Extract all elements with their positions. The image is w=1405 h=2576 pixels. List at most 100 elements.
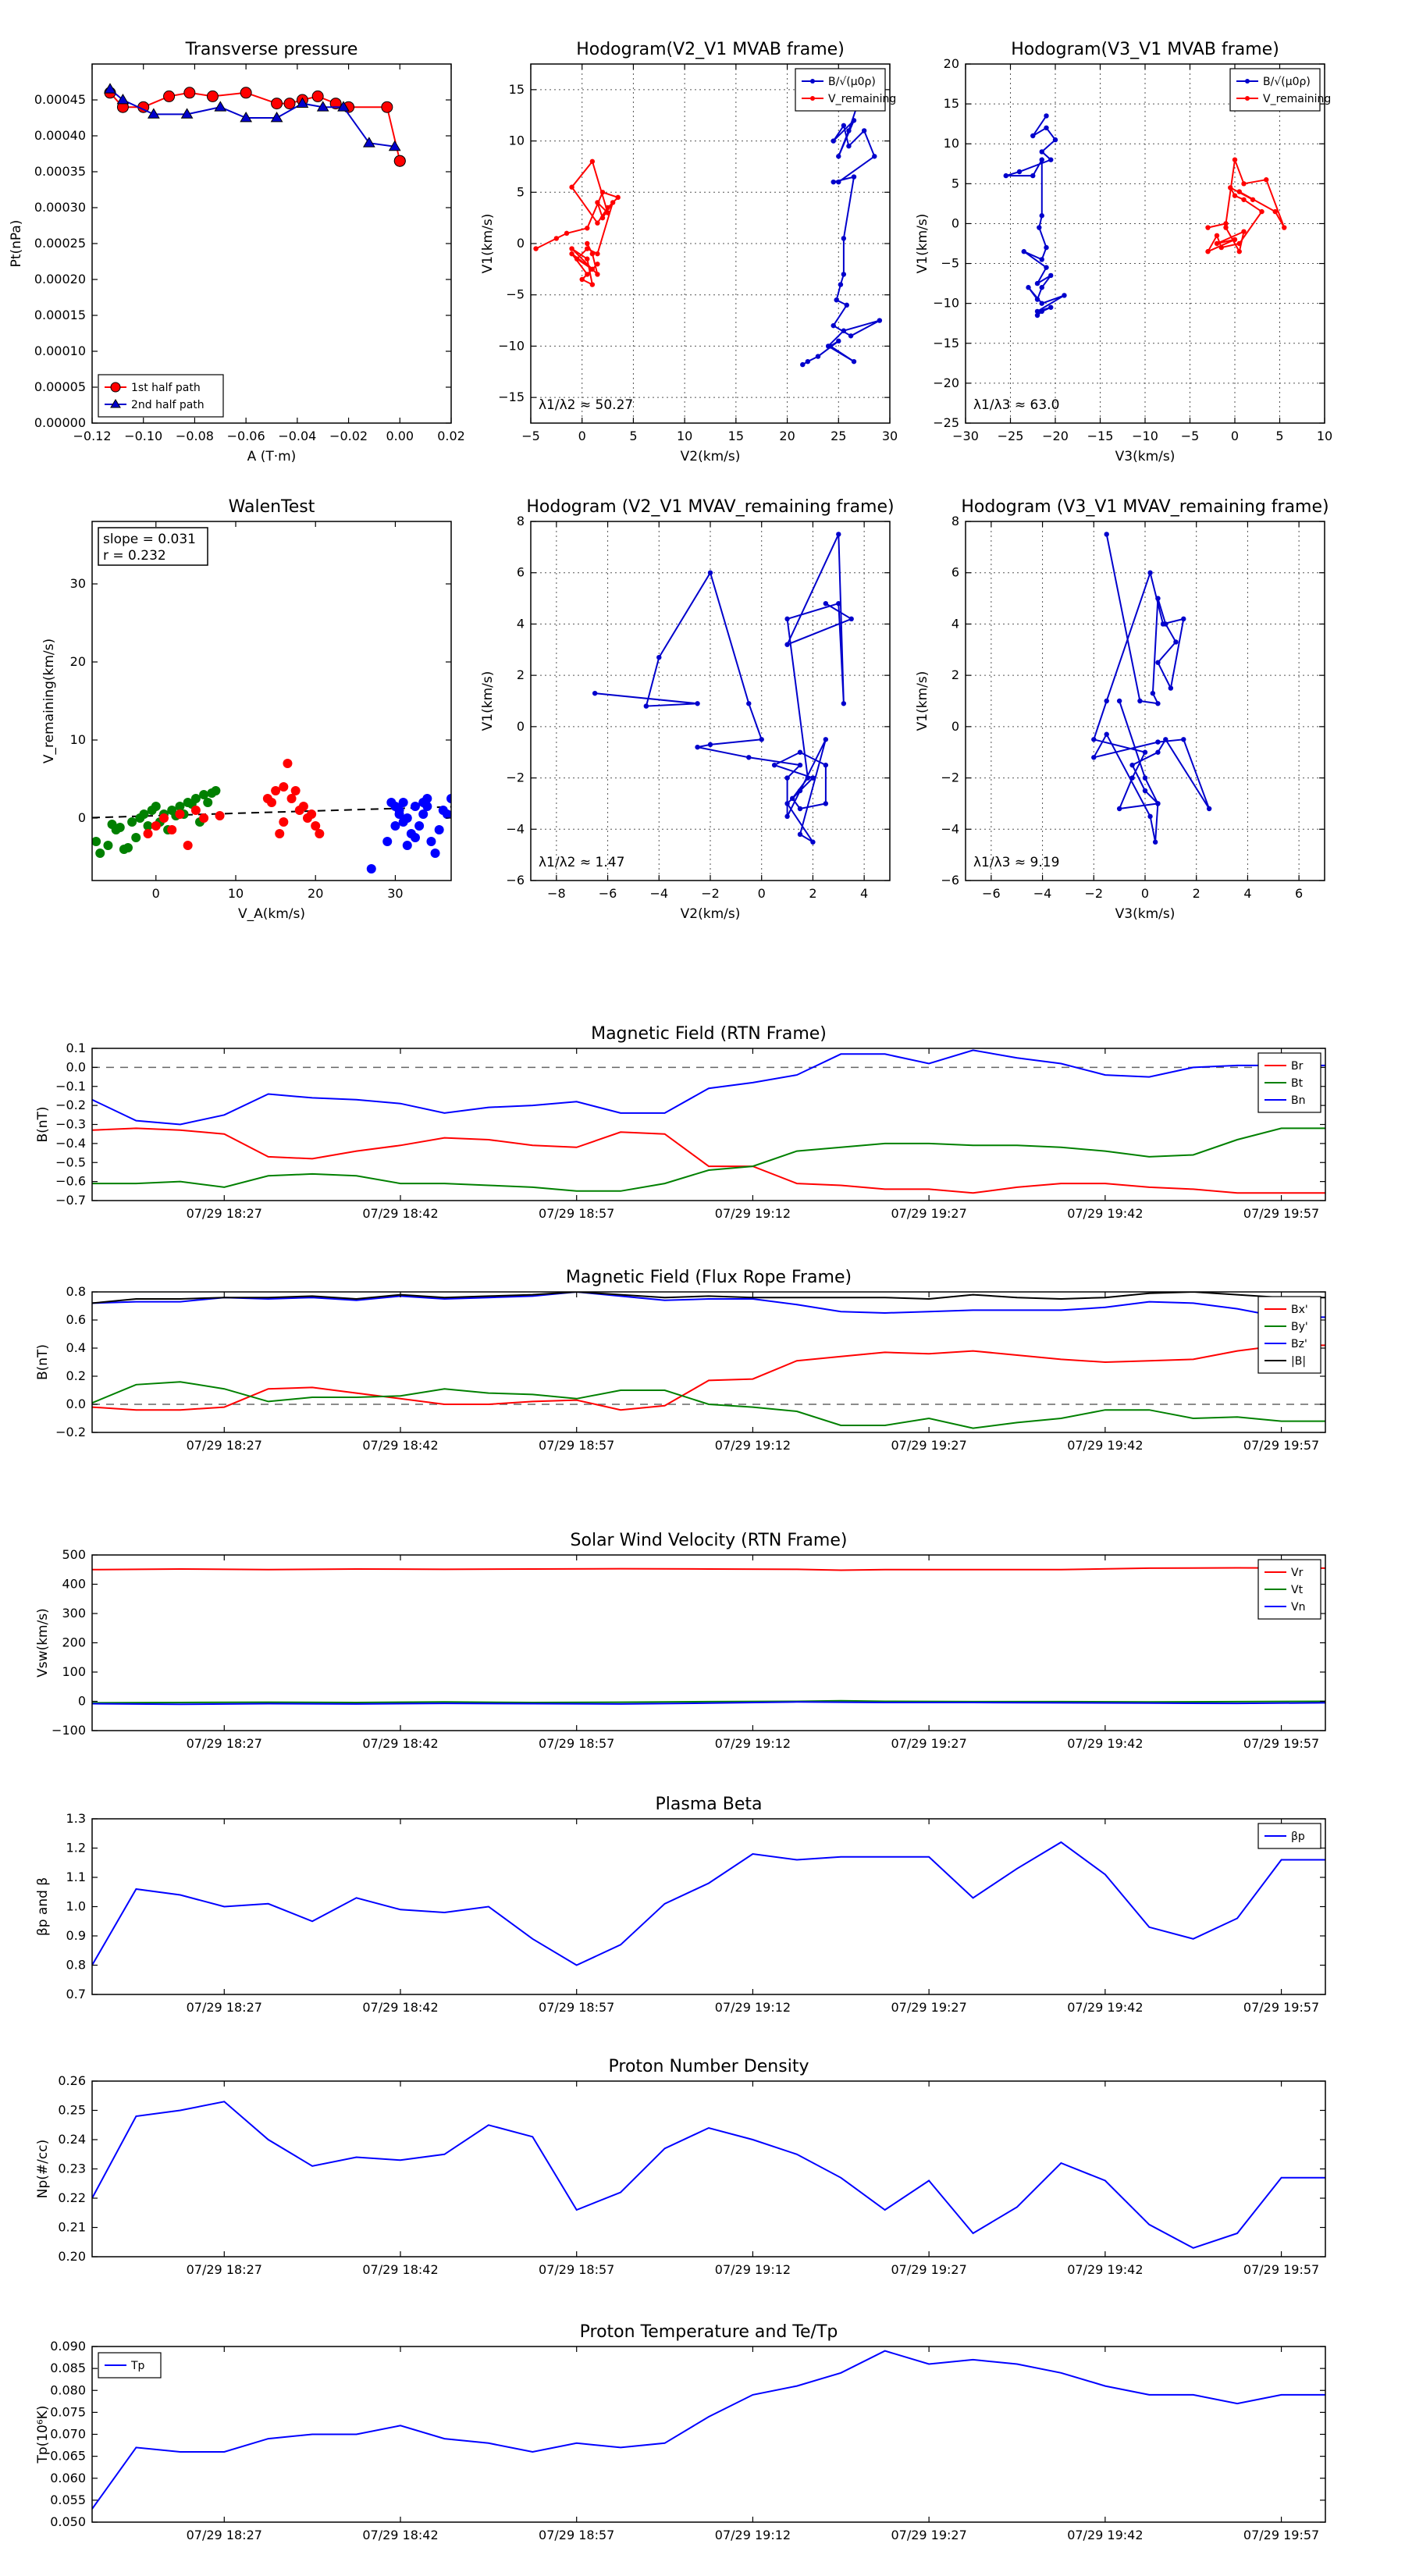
data-point — [1205, 225, 1211, 230]
y-tick-label: −10 — [933, 296, 959, 311]
x-tick-label: 07/29 19:42 — [1067, 1438, 1143, 1453]
legend-label: Bz' — [1291, 1338, 1307, 1350]
data-point — [1181, 737, 1186, 742]
data-point — [446, 794, 451, 803]
data-point — [1150, 690, 1156, 696]
data-point — [1236, 240, 1242, 247]
chart-mag_rtn: Magnetic Field (RTN Frame) 07/29 18:27 07/… — [35, 1024, 1326, 1221]
data-point — [605, 205, 610, 211]
series-line — [1092, 534, 1211, 842]
data-point — [574, 256, 580, 262]
series-line — [92, 1699, 1325, 1704]
x-tick-label: 07/29 19:12 — [715, 1736, 791, 1751]
x-tick-label: −2 — [701, 886, 720, 901]
axes-frame — [91, 1291, 1326, 1433]
series-0 — [1091, 532, 1212, 845]
data-point — [1228, 185, 1233, 190]
y-tick-label: 10 — [509, 133, 525, 148]
legend-frame — [98, 374, 224, 418]
y-tick-label: −0.1 — [55, 1079, 86, 1094]
legend-frame — [1229, 68, 1321, 112]
x-tick-label: −8 — [547, 886, 566, 901]
data-point — [836, 179, 841, 185]
y-tick-label: 0.080 — [50, 2382, 86, 2397]
series-0 — [92, 2350, 1325, 2510]
x-tick-label: 07/29 18:57 — [539, 2262, 614, 2277]
data-point — [836, 338, 841, 344]
y-tick-label: −4 — [506, 821, 525, 836]
y-tick-label: 0.00040 — [34, 128, 86, 143]
y-tick-label: 0.8 — [66, 1284, 86, 1299]
y-tick-label: 0.00045 — [34, 92, 86, 107]
y-tick-label: −0.2 — [55, 1098, 86, 1112]
legend: B/√(μ0ρ) V_remaining — [795, 68, 896, 112]
data-point — [1232, 157, 1238, 162]
data-point — [271, 786, 281, 795]
data-point — [827, 343, 833, 349]
series-1 — [92, 1699, 1325, 1704]
y-axis-label: βp and β — [35, 1877, 51, 1936]
y-tick-label: 8 — [951, 514, 959, 528]
x-tick-label: 15 — [728, 429, 744, 443]
x-tick-label: 07/29 19:42 — [1067, 2000, 1143, 2015]
data-point — [398, 798, 408, 807]
data-point — [585, 246, 590, 251]
x-tick-label: −4 — [649, 886, 668, 901]
x-tick-label: 0 — [1231, 429, 1239, 443]
annotation: λ1/λ3 ≈ 9.19 — [973, 855, 1059, 870]
chart-title: Hodogram (V2_V1 MVAV_remaining frame) — [526, 497, 894, 517]
data-point — [1223, 221, 1229, 226]
x-tick-label: 07/29 19:27 — [891, 2262, 966, 2277]
data-point — [569, 184, 574, 190]
y-tick-label: −6 — [506, 873, 525, 888]
y-tick-label: −0.6 — [55, 1174, 86, 1189]
legend-swatch-marker — [810, 79, 815, 84]
data-point — [1039, 213, 1044, 219]
legend-label: Bx' — [1291, 1304, 1308, 1316]
chart-mag_fr: Magnetic Field (Flux Rope Frame) 07/29 18… — [35, 1268, 1326, 1453]
data-point — [1044, 244, 1049, 251]
data-point — [139, 809, 149, 819]
y-tick-label: 0.090 — [50, 2339, 86, 2354]
data-point — [784, 801, 790, 806]
x-tick-label: −0.12 — [73, 429, 111, 443]
data-point — [267, 798, 276, 807]
data-point — [393, 155, 406, 167]
y-tick-label: 0.085 — [50, 2361, 86, 2375]
x-tick-label: 30 — [882, 429, 898, 443]
x-tick-label: 5 — [629, 429, 637, 443]
data-point — [800, 361, 806, 368]
data-point — [271, 98, 283, 110]
data-point — [442, 809, 451, 819]
x-tick-label: 07/29 18:27 — [187, 2262, 262, 2277]
data-point — [92, 837, 101, 846]
data-point — [1039, 157, 1044, 162]
data-point — [1016, 169, 1023, 175]
data-point — [569, 246, 574, 251]
data-point — [805, 358, 811, 365]
data-point — [789, 795, 795, 802]
series-line — [92, 1344, 1325, 1411]
y-tick-label: 1.0 — [66, 1899, 86, 1914]
data-point — [116, 94, 130, 105]
series-line — [802, 99, 880, 365]
x-tick-label: 0 — [578, 429, 586, 443]
chart-title: WalenTest — [229, 497, 315, 517]
data-point — [844, 302, 850, 308]
data-point — [1160, 621, 1166, 627]
x-tick-label: 07/29 19:42 — [1067, 1206, 1143, 1221]
series-line — [109, 88, 395, 148]
data-point — [1250, 197, 1256, 202]
data-point — [771, 762, 777, 768]
legend-label: Vr — [1291, 1567, 1304, 1579]
data-point — [1142, 749, 1148, 755]
data-layer — [92, 1567, 1325, 1706]
data-point — [1155, 596, 1161, 601]
x-tick-label: 07/29 19:57 — [1243, 2000, 1319, 2015]
data-point — [151, 821, 161, 831]
y-tick-label: −15 — [933, 336, 959, 350]
legend-swatch-marker — [810, 96, 815, 101]
chart-transverse_pressure: Transverse pressure−0.12 −0.10 −0.08 −0.06−… — [9, 40, 465, 464]
legend-label: B/√(μ0ρ) — [828, 76, 876, 88]
data-point — [180, 108, 194, 119]
